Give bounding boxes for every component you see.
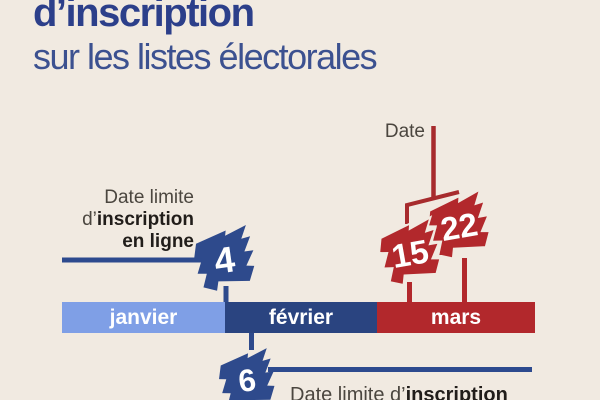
date-badge-6: 6 [212, 340, 281, 400]
timeline-segment-mars: mars [377, 302, 535, 333]
date-badge-15-value: 15 [389, 232, 432, 275]
date-badge-4: 4 [187, 217, 262, 302]
torn-badge-shape [219, 348, 275, 400]
torn-badge-shape [194, 224, 255, 291]
date-badge-22-value: 22 [438, 205, 481, 248]
online-deadline-line3: en ligne [122, 231, 194, 252]
page-title: d’inscription [33, 0, 255, 35]
month-label-janvier: janvier [109, 305, 178, 329]
month-label-mars: mars [430, 305, 482, 329]
date-badge-6-value: 6 [236, 362, 258, 399]
online-deadline-label: Date limite d’inscription en ligne [82, 187, 194, 253]
election-date-line1: Date [384, 121, 425, 142]
online-deadline-line2: d’inscription [82, 209, 194, 230]
month-label-fevrier: février [268, 305, 334, 329]
online-deadline-line1: Date limite [104, 187, 194, 208]
date-badge-15: 15 [371, 209, 450, 297]
timeline-segment-janvier: janvier [62, 302, 225, 333]
timeline-segment-fevrier: février [225, 302, 377, 333]
page-subtitle: sur les listes électorales [33, 36, 378, 77]
bottom-deadline-label: Date limite d’inscription [290, 384, 508, 400]
election-date-label: Date [385, 121, 425, 142]
